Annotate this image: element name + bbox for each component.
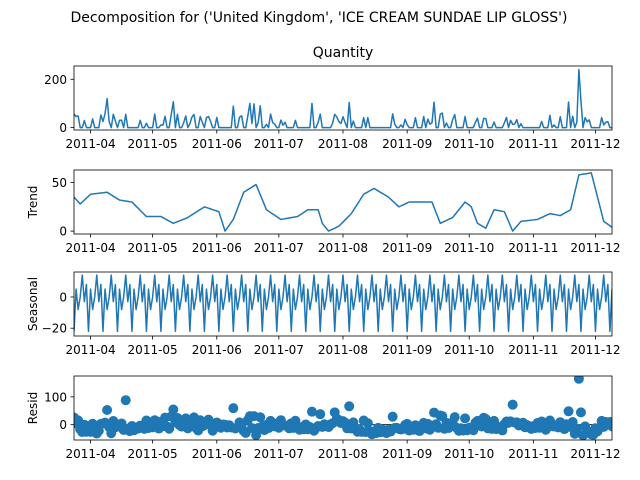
resid-point bbox=[255, 412, 266, 423]
resid-point bbox=[315, 409, 326, 420]
y-axis-label: Seasonal bbox=[26, 277, 40, 331]
resid-point bbox=[102, 405, 113, 415]
panel-1: Quantity 0 200 2011-04 2011-05 2011-06 2011-07… bbox=[44, 45, 620, 151]
y-tick-label: 0 bbox=[59, 121, 67, 135]
x-tick-label: 2011-05 bbox=[128, 343, 178, 357]
axes-frame bbox=[73, 169, 613, 235]
panels: Quantity 0 200 2011-04 2011-05 2011-06 2011-07… bbox=[26, 45, 621, 461]
resid-point bbox=[362, 418, 373, 429]
x-tick-label: 2011-09 bbox=[382, 241, 432, 255]
x-tick-label: 2011-10 bbox=[444, 137, 494, 151]
x-tick-label: 2011-04 bbox=[65, 343, 115, 357]
series-line bbox=[74, 172, 612, 232]
x-tick-label: 2011-10 bbox=[444, 241, 494, 255]
x-tick-label: 2011-05 bbox=[128, 137, 178, 151]
x-tick-label: 2011-11 bbox=[508, 137, 558, 151]
x-tick-label: 2011-10 bbox=[444, 343, 494, 357]
resid-point bbox=[575, 407, 586, 418]
x-tick-label: 2011-08 bbox=[318, 343, 368, 357]
panel-2: Trend 0 50 2011-04 2011-05 2011-06 2011-07 2011… bbox=[26, 169, 621, 255]
resid-point bbox=[460, 413, 471, 424]
y-tick-label: 200 bbox=[44, 73, 67, 87]
y-axis-label: Trend bbox=[26, 186, 40, 220]
x-tick-label: 2011-07 bbox=[254, 447, 304, 461]
x-tick-label: 2011-11 bbox=[508, 447, 558, 461]
x-tick-label: 2011-07 bbox=[254, 241, 304, 255]
x-tick-label: 2011-07 bbox=[254, 343, 304, 357]
resid-point bbox=[607, 421, 612, 432]
y-tick-label: −20 bbox=[42, 322, 67, 336]
panel-3: Seasonal −20 0 2011-04 2011-05 2011-06 2011-07… bbox=[26, 271, 621, 357]
resid-point bbox=[120, 395, 131, 406]
x-tick-label: 2011-12 bbox=[570, 447, 620, 461]
x-tick-label: 2011-09 bbox=[382, 447, 432, 461]
x-tick-label: 2011-11 bbox=[508, 343, 558, 357]
series bbox=[74, 172, 612, 232]
x-tick-label: 2011-07 bbox=[254, 137, 304, 151]
resid-point bbox=[228, 403, 239, 414]
resid-point bbox=[344, 401, 355, 412]
resid-point bbox=[563, 406, 574, 417]
x-tick-label: 2011-06 bbox=[192, 137, 242, 151]
y-tick-label: 50 bbox=[52, 176, 67, 190]
x-tick-label: 2011-12 bbox=[570, 343, 620, 357]
x-tick-label: 2011-08 bbox=[318, 137, 368, 151]
x-tick-label: 2011-12 bbox=[570, 241, 620, 255]
resid-point bbox=[573, 376, 584, 384]
y-tick-label: 0 bbox=[59, 225, 67, 239]
x-tick-label: 2011-09 bbox=[382, 137, 432, 151]
x-tick-label: 2011-05 bbox=[128, 447, 178, 461]
x-tick-label: 2011-10 bbox=[444, 447, 494, 461]
resid-point bbox=[507, 399, 518, 410]
x-tick-label: 2011-09 bbox=[382, 343, 432, 357]
series-line bbox=[74, 274, 612, 333]
panel-title: Quantity bbox=[313, 45, 374, 61]
series-line bbox=[74, 68, 612, 129]
resid-point bbox=[571, 423, 582, 434]
x-tick-label: 2011-04 bbox=[65, 137, 115, 151]
y-axis-label: Resid bbox=[26, 392, 40, 424]
series bbox=[74, 376, 612, 440]
x-tick-label: 2011-06 bbox=[192, 447, 242, 461]
x-tick-label: 2011-05 bbox=[128, 241, 178, 255]
y-tick-label: 0 bbox=[59, 418, 67, 432]
x-tick-label: 2011-11 bbox=[508, 241, 558, 255]
resid-point bbox=[480, 414, 491, 425]
figure-suptitle: Decomposition for ('United Kingdom', 'IC… bbox=[71, 10, 568, 26]
x-tick-label: 2011-06 bbox=[192, 241, 242, 255]
x-tick-label: 2011-04 bbox=[65, 447, 115, 461]
x-tick-label: 2011-12 bbox=[570, 137, 620, 151]
panel-4: Resid 0 100 2011-04 2011-05 2011-06 2011-07 201… bbox=[26, 375, 621, 461]
resid-point bbox=[168, 404, 179, 415]
x-tick-label: 2011-06 bbox=[192, 343, 242, 357]
y-tick-label: 0 bbox=[59, 290, 67, 304]
resid-point bbox=[387, 411, 398, 422]
resid-point bbox=[306, 406, 317, 417]
resid-point bbox=[164, 423, 175, 434]
series bbox=[74, 274, 612, 333]
series bbox=[74, 68, 612, 129]
x-tick-label: 2011-08 bbox=[318, 241, 368, 255]
y-tick-label: 100 bbox=[44, 390, 67, 404]
x-tick-label: 2011-04 bbox=[65, 241, 115, 255]
resid-point bbox=[449, 412, 460, 423]
axes-frame bbox=[73, 65, 613, 131]
x-tick-label: 2011-08 bbox=[318, 447, 368, 461]
